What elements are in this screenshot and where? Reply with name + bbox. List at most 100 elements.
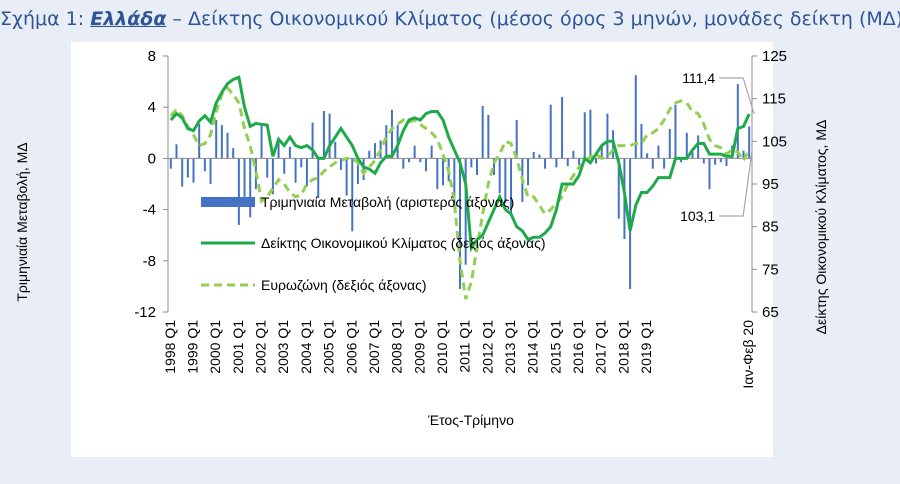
x-tick-label: 2012 Q1 <box>479 320 495 374</box>
x-tick-label: 2009 Q1 <box>411 320 427 374</box>
bar <box>260 123 263 159</box>
bar <box>651 158 654 169</box>
bar <box>493 158 496 176</box>
bar <box>583 112 586 159</box>
x-tick-label: 2001 Q1 <box>230 320 246 374</box>
x-tick-label: 2016 Q1 <box>570 320 586 374</box>
bar <box>294 158 297 183</box>
bar <box>668 128 671 159</box>
bar <box>680 158 683 163</box>
bar <box>634 75 637 159</box>
right-tick-label: 75 <box>762 261 779 278</box>
legend-label: Ευρωζώνη (δεξιός άξονας) <box>261 277 427 293</box>
right-tick-label: 115 <box>762 91 786 108</box>
chart-panel: -12 -8 -4 0 4 8 65 75 85 95 105 115 125 1998 Q1 1999… <box>14 42 829 457</box>
bar <box>430 145 433 159</box>
x-axis-label: Έτος-Τρίμηνο <box>427 412 514 428</box>
bar <box>413 145 416 159</box>
bar <box>362 158 365 181</box>
bar <box>459 158 461 289</box>
y-axis-label-left: Τριμηνιαία Μεταβολή, ΜΔ <box>14 142 30 301</box>
x-axis: 1998 Q1 1999 Q1 2000 Q1 2001 Q1 2002 Q1 2003 … <box>162 320 756 389</box>
legend-swatch-bars <box>201 197 255 207</box>
x-tick-label: 2017 Q1 <box>593 320 609 374</box>
bar <box>719 158 722 163</box>
bar <box>498 158 501 193</box>
bar <box>441 158 444 186</box>
bar <box>373 143 376 159</box>
left-tick-label: 4 <box>148 99 156 116</box>
legend-label: Τριμηνιαία Μεταβολή (αριστερός άξονας) <box>261 194 514 210</box>
left-tick-label: -8 <box>143 253 156 270</box>
bar <box>288 146 291 159</box>
bar <box>237 158 240 225</box>
bar <box>209 158 212 184</box>
esi-line <box>169 75 751 253</box>
bar <box>470 158 473 168</box>
page-title: Σχήμα 1: Ελλάδα – Δείκτης Οικονομικού Κλ… <box>0 8 900 30</box>
annotation-label: 103,1 <box>680 208 715 224</box>
bar <box>589 109 592 159</box>
bar <box>351 158 354 232</box>
left-tick-label: -4 <box>143 202 156 219</box>
x-tick-label: 2019 Q1 <box>638 320 654 374</box>
bar <box>532 152 535 159</box>
bar <box>181 158 184 187</box>
right-tick-label: 65 <box>762 304 779 321</box>
bar <box>243 158 246 197</box>
x-tick-label: 2002 Q1 <box>253 320 269 374</box>
bar <box>402 158 405 169</box>
y-axis-label-right: Δείκτης Οικονομικού Κλίματος, ΜΔ <box>813 120 829 335</box>
bar <box>748 126 751 159</box>
bar <box>674 104 677 159</box>
bar <box>198 123 201 159</box>
annotation-label: 111,4 <box>682 70 715 86</box>
x-tick-label: 2013 Q1 <box>502 320 518 374</box>
right-tick-label: 85 <box>762 219 779 236</box>
bar <box>510 158 513 214</box>
bar <box>544 158 547 169</box>
right-axis: 65 75 85 95 105 115 125 <box>751 48 787 321</box>
bar <box>203 158 206 172</box>
x-tick-label: 2006 Q1 <box>343 320 359 374</box>
title-rest: – Δείκτης Οικονομικού Κλίματος (μέσος όρ… <box>166 8 900 30</box>
bar <box>453 158 456 209</box>
x-tick-label: 1998 Q1 <box>162 320 178 374</box>
annotations: 111,4 103,1 <box>680 70 755 224</box>
bar <box>334 141 337 159</box>
legend-label: Δείκτης Οικονομικού Κλίματος (δεξιός άξο… <box>261 235 546 251</box>
bar <box>305 158 308 187</box>
bar <box>504 158 507 204</box>
bar <box>549 104 552 159</box>
bar <box>220 125 223 159</box>
bar <box>356 158 359 184</box>
bar <box>317 158 320 199</box>
bar <box>606 113 609 159</box>
bar <box>595 158 598 164</box>
x-tick-label: Ιαν-Φεβ 20 <box>740 320 756 389</box>
bar <box>436 158 439 190</box>
bar <box>538 154 541 159</box>
bar <box>600 145 603 159</box>
annotation-leader <box>719 77 755 115</box>
bar <box>646 153 649 159</box>
x-tick-label: 2008 Q1 <box>389 320 405 374</box>
bar <box>300 158 303 168</box>
bar <box>476 158 479 176</box>
bar <box>487 114 490 159</box>
bar <box>311 122 314 159</box>
left-tick-label: 8 <box>148 48 156 65</box>
bar <box>697 135 700 159</box>
bar <box>714 158 717 165</box>
line-series <box>169 75 751 300</box>
bar <box>345 158 348 196</box>
bar <box>385 125 388 159</box>
eurozone-line <box>169 85 751 300</box>
bar <box>708 158 711 190</box>
x-tick-label: 2010 Q1 <box>434 320 450 374</box>
bar <box>663 158 666 169</box>
x-tick-label: 2011 Q1 <box>457 320 473 373</box>
bar <box>742 150 745 159</box>
right-tick-label: 95 <box>762 176 779 193</box>
bar <box>419 158 422 163</box>
